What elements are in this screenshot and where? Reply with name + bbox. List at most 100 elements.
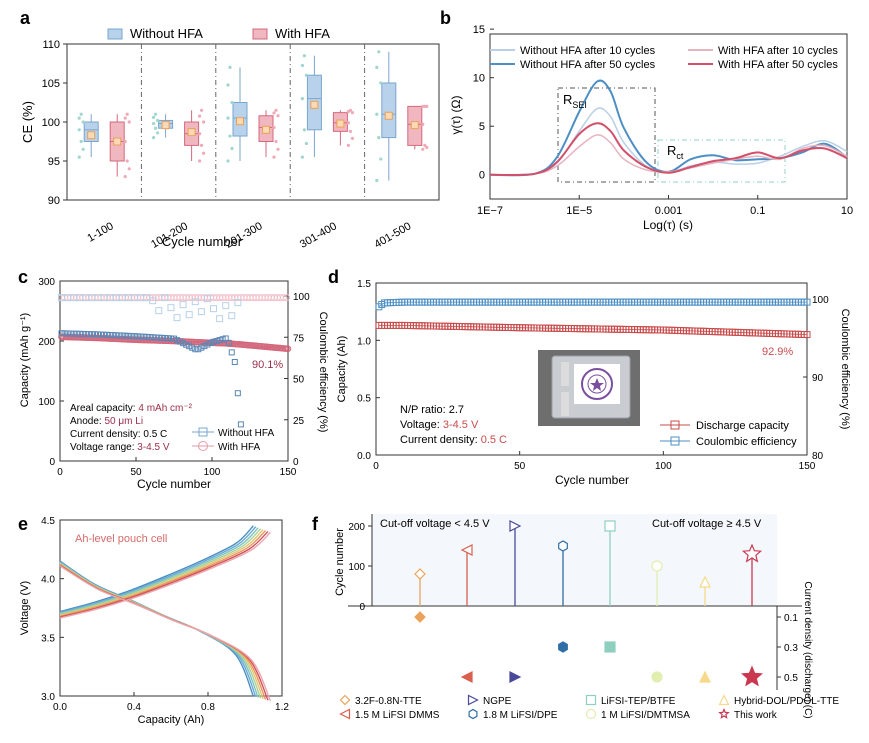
c-capacity-point-without bbox=[58, 330, 65, 337]
b-ytick-label: 5 bbox=[479, 121, 485, 133]
a-point bbox=[226, 159, 230, 163]
a-point bbox=[421, 104, 425, 108]
f-current-marker bbox=[558, 641, 568, 653]
c-capacity-point-without bbox=[128, 332, 135, 339]
info-d-0: N/P ratio: 2.7 bbox=[400, 404, 464, 416]
d-xtick-label: 150 bbox=[799, 461, 816, 472]
c-capacity-point-without bbox=[222, 335, 229, 342]
c-ce-point-without bbox=[216, 315, 224, 323]
f-ytick-label: 200 bbox=[348, 522, 365, 533]
pouch-cell-tab-1 bbox=[561, 362, 569, 386]
panel-a-y-ticks: 90 95 100 105 110 bbox=[42, 39, 67, 207]
a-point bbox=[230, 100, 234, 105]
info-c-1-label: Anode: bbox=[70, 416, 104, 427]
panel-d-ylabel: Capacity (Ah) bbox=[336, 336, 348, 403]
f-legend-marker bbox=[339, 708, 351, 720]
c-ce-point-without bbox=[197, 308, 205, 316]
a-ytick-label: 105 bbox=[42, 78, 60, 90]
panel-d-info: N/P ratio: 2.7 Voltage: 3-4.5 V Current … bbox=[400, 404, 507, 446]
a-mean-marker bbox=[161, 121, 170, 130]
c-capacity-point-without bbox=[198, 344, 205, 351]
c-capacity-point-without bbox=[231, 359, 238, 365]
info-d-1: Voltage: 3-4.5 V bbox=[400, 419, 479, 431]
c-capacity-point-without bbox=[143, 333, 150, 340]
e-xtick-label: 1.2 bbox=[275, 702, 289, 713]
c-capacity-point-without bbox=[110, 332, 117, 339]
c-ytick-label: 100 bbox=[38, 397, 55, 408]
a-mean-marker bbox=[87, 131, 96, 140]
c-capacity-point-without bbox=[140, 333, 147, 340]
c-y2tick-label: 100 bbox=[293, 292, 310, 303]
b-ytick-label: 15 bbox=[473, 24, 485, 36]
e-charge-curve bbox=[59, 527, 259, 615]
a-mean-marker bbox=[236, 117, 244, 126]
legend-c-1: With HFA bbox=[218, 442, 261, 453]
b-series-line bbox=[489, 107, 848, 176]
c-capacity-point-without bbox=[64, 330, 71, 337]
c-capacity-point-without bbox=[70, 330, 77, 337]
info-c-0-value: 4 mAh cm⁻² bbox=[138, 403, 192, 414]
info-c-3-label: Voltage range: bbox=[70, 442, 137, 453]
legend-b1: Without HFA after 50 cycles bbox=[520, 59, 656, 71]
a-point bbox=[272, 155, 276, 159]
c-capacity-point-without bbox=[101, 331, 108, 338]
a-point bbox=[302, 128, 306, 132]
info-d-2-value: 0.5 C bbox=[481, 434, 507, 446]
panel-b-ylabel: γ(τ) (Ω) bbox=[449, 95, 463, 134]
c-capacity-point-without bbox=[177, 338, 184, 345]
a-point bbox=[154, 112, 158, 116]
panel-c-letter: c bbox=[18, 267, 28, 287]
f-current-marker bbox=[699, 670, 711, 683]
d-ce-line bbox=[378, 301, 807, 308]
a-point bbox=[379, 81, 383, 85]
c-capacity-point-without bbox=[119, 332, 126, 339]
c-capacity-point-without bbox=[125, 332, 132, 339]
info-c-1: Anode: 50 μm Li bbox=[70, 416, 143, 427]
a-point bbox=[198, 132, 202, 136]
a-point bbox=[202, 120, 206, 124]
c-ce-point-without bbox=[149, 297, 157, 305]
panel-d-letter: d bbox=[328, 267, 339, 287]
c-capacity-point-without bbox=[113, 332, 120, 339]
a-point bbox=[377, 136, 381, 140]
info-c-2-label: Current density: bbox=[70, 429, 143, 440]
c-capacity-point-without bbox=[180, 340, 187, 347]
university-seal-icon bbox=[581, 368, 613, 400]
a-ytick-label: 110 bbox=[42, 39, 60, 51]
a-point bbox=[77, 155, 81, 159]
university-seal-inner-icon bbox=[587, 374, 607, 394]
c-capacity-point-without bbox=[73, 330, 80, 337]
e-charge-curve bbox=[59, 531, 271, 619]
panel-b-letter: b bbox=[440, 8, 451, 28]
panel-b-rsei-box bbox=[557, 87, 656, 183]
a-box bbox=[381, 82, 397, 139]
a-point bbox=[350, 136, 354, 140]
e-ytick-label: 3.5 bbox=[41, 633, 55, 644]
a-mean-marker bbox=[410, 121, 419, 130]
a-ytick-label: 95 bbox=[48, 156, 60, 168]
f-cycle-marker bbox=[509, 520, 522, 532]
c-ytick-label: 0 bbox=[49, 457, 55, 468]
a-point bbox=[346, 143, 350, 147]
a-point bbox=[346, 109, 350, 114]
f-legend-marker bbox=[468, 708, 478, 720]
panel-f-letter: f bbox=[312, 514, 319, 534]
legend-label-with: With HFA bbox=[275, 26, 330, 41]
info-c-3-value: 3-4.5 V bbox=[137, 442, 170, 453]
panel-e-y-ticks: 3.0 3.5 4.0 4.5 bbox=[41, 516, 64, 703]
a-mean-marker bbox=[113, 137, 122, 146]
annot-rsei-sub: SEI bbox=[572, 100, 587, 110]
f-current-marker bbox=[460, 671, 473, 683]
c-ce-point-without bbox=[161, 294, 169, 302]
c-capacity-point-without bbox=[104, 331, 111, 338]
legend-d-1: Coulombic efficiency bbox=[696, 436, 797, 448]
a-xtick-label: 301-400 bbox=[298, 220, 339, 251]
a-point bbox=[198, 114, 202, 118]
panel-a-x-ticks: 1-100 101-200 201-300 301-400 401-500 bbox=[85, 220, 413, 251]
a-point bbox=[274, 139, 278, 144]
b-xtick-label: 10 bbox=[841, 205, 853, 217]
a-point bbox=[198, 159, 202, 163]
d-capacity-point bbox=[803, 331, 811, 339]
a-point bbox=[276, 147, 280, 151]
